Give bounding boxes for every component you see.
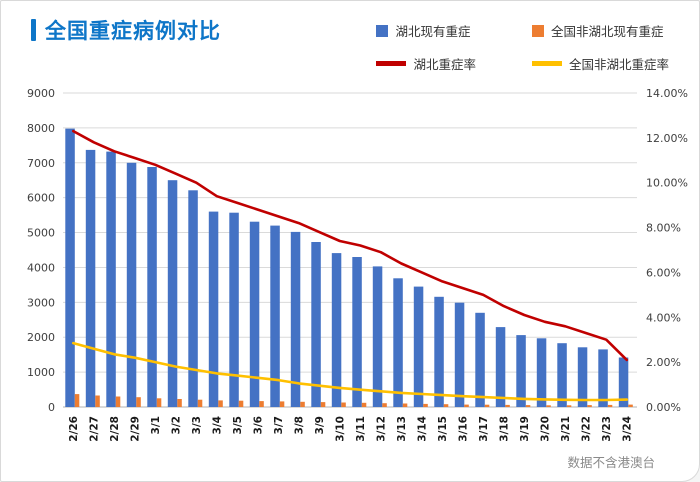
svg-text:3/22: 3/22 xyxy=(580,416,592,442)
svg-text:2/29: 2/29 xyxy=(129,416,141,442)
svg-text:3/5: 3/5 xyxy=(232,416,244,434)
svg-text:2.00%: 2.00% xyxy=(646,356,681,369)
svg-text:8.00%: 8.00% xyxy=(646,222,681,235)
svg-text:3/14: 3/14 xyxy=(416,416,428,442)
svg-text:5000: 5000 xyxy=(27,227,55,240)
legend-label: 全国非湖北现有重症 xyxy=(550,24,664,39)
title-accent-bar xyxy=(31,19,36,41)
svg-text:3/12: 3/12 xyxy=(375,416,387,442)
svg-text:2000: 2000 xyxy=(27,331,55,344)
svg-text:3/7: 3/7 xyxy=(273,416,285,434)
svg-text:3/8: 3/8 xyxy=(293,416,305,434)
svg-text:0.00%: 0.00% xyxy=(646,401,681,414)
legend-swatch-orange-bar xyxy=(531,24,544,37)
svg-text:3/9: 3/9 xyxy=(314,416,326,434)
legend-item-hubei-severe: 湖北现有重症 xyxy=(376,21,476,40)
svg-text:2/27: 2/27 xyxy=(88,416,100,442)
legend-swatch-blue-bar xyxy=(376,24,389,37)
svg-text:3/11: 3/11 xyxy=(355,416,367,442)
legend-swatch-red-line xyxy=(376,61,407,66)
legend-label: 湖北现有重症 xyxy=(395,24,471,39)
legend-item-nonhubei-severe: 全国非湖北现有重症 xyxy=(531,21,669,40)
svg-text:3/23: 3/23 xyxy=(601,416,613,442)
svg-text:4000: 4000 xyxy=(27,261,55,274)
svg-text:2/26: 2/26 xyxy=(68,416,80,442)
svg-text:10.00%: 10.00% xyxy=(646,177,688,190)
svg-text:0: 0 xyxy=(48,401,55,414)
svg-text:2/28: 2/28 xyxy=(109,416,121,442)
svg-text:3/10: 3/10 xyxy=(334,416,346,442)
svg-text:3/1: 3/1 xyxy=(150,416,162,434)
svg-text:4.00%: 4.00% xyxy=(646,311,681,324)
legend-label: 湖北重症率 xyxy=(413,57,476,72)
svg-text:3/13: 3/13 xyxy=(396,416,408,442)
svg-text:6.00%: 6.00% xyxy=(646,266,681,279)
svg-text:6000: 6000 xyxy=(27,192,55,205)
svg-text:3/20: 3/20 xyxy=(539,416,551,442)
svg-text:3/2: 3/2 xyxy=(170,416,182,434)
svg-text:3/19: 3/19 xyxy=(519,416,531,442)
svg-text:3/24: 3/24 xyxy=(621,416,633,442)
combo-chart: 0 1000 2000 3000 4000 5000 6000 7000 8000 9000 0.0… xyxy=(27,87,688,442)
data-note: 数据不含港澳台 xyxy=(567,455,655,470)
svg-text:3/21: 3/21 xyxy=(560,416,572,442)
svg-text:3/16: 3/16 xyxy=(457,416,469,442)
svg-text:12.00%: 12.00% xyxy=(646,132,688,145)
page-title: 全国重症病例对比 xyxy=(31,15,221,45)
svg-text:3/3: 3/3 xyxy=(191,416,203,434)
svg-text:14.00%: 14.00% xyxy=(646,87,688,100)
svg-text:8000: 8000 xyxy=(27,122,55,135)
svg-text:3/15: 3/15 xyxy=(437,416,449,442)
svg-text:3/17: 3/17 xyxy=(478,416,490,442)
legend-swatch-yellow-line xyxy=(531,61,562,66)
svg-text:3/6: 3/6 xyxy=(252,416,264,434)
svg-text:7000: 7000 xyxy=(27,157,55,170)
svg-text:3000: 3000 xyxy=(27,296,55,309)
svg-text:9000: 9000 xyxy=(27,87,55,100)
legend-label: 全国非湖北重症率 xyxy=(568,57,669,72)
svg-text:1000: 1000 xyxy=(27,366,55,379)
page-title-text: 全国重症病例对比 xyxy=(45,19,221,43)
svg-text:3/18: 3/18 xyxy=(498,416,510,442)
chart-header: 全国重症病例对比 湖北现有重症 全国非湖北现有重症 湖北重症率 全国非湖北重症率 xyxy=(1,1,699,73)
chart-legend: 湖北现有重症 全国非湖北现有重症 湖北重症率 全国非湖北重症率 xyxy=(376,15,669,73)
legend-item-nonhubei-rate: 全国非湖北重症率 xyxy=(531,54,669,73)
legend-item-hubei-rate: 湖北重症率 xyxy=(376,54,476,73)
svg-text:3/4: 3/4 xyxy=(211,416,223,434)
